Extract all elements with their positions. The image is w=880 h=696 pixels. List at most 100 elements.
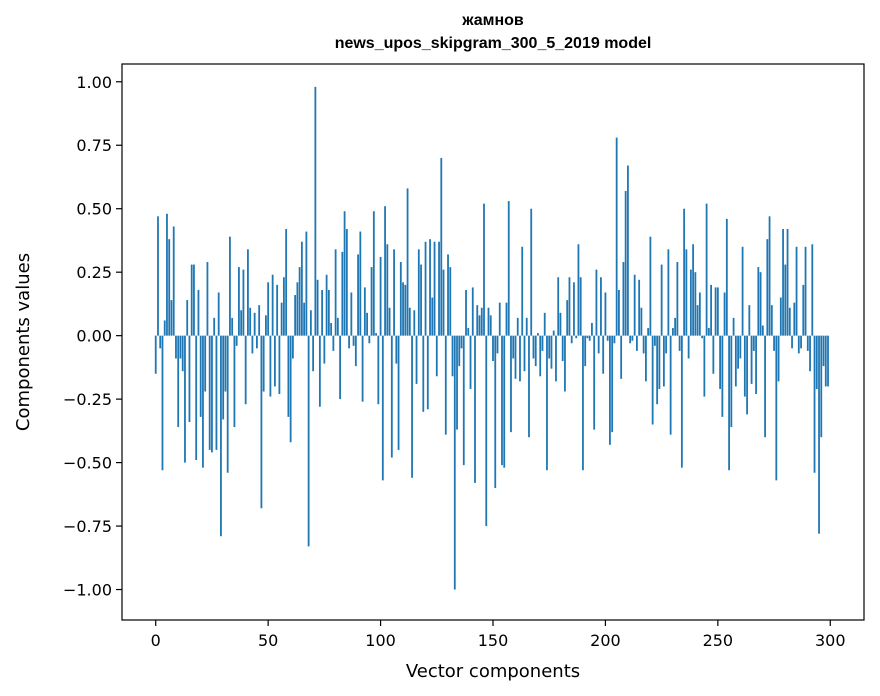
bar	[444, 335, 447, 435]
bar	[471, 287, 474, 336]
bar	[402, 282, 404, 336]
bar	[226, 335, 229, 473]
bar	[442, 269, 445, 336]
bar	[793, 302, 796, 336]
bar	[157, 216, 159, 336]
bar	[388, 307, 391, 336]
bar	[280, 302, 283, 336]
bar	[199, 335, 202, 417]
y-tick-label: 0.75	[76, 136, 112, 155]
bar	[804, 246, 807, 336]
bar	[316, 279, 319, 336]
bar	[800, 335, 802, 349]
bar	[638, 279, 641, 336]
bar	[327, 289, 330, 336]
bar	[539, 335, 542, 377]
bar	[631, 335, 634, 341]
y-tick-label: 0.25	[76, 263, 112, 282]
bar	[433, 241, 436, 336]
bar	[300, 241, 303, 336]
bar	[381, 335, 384, 481]
bar	[278, 335, 281, 395]
bar	[777, 335, 780, 382]
bar	[166, 213, 168, 336]
bar	[363, 287, 366, 336]
bar	[489, 315, 492, 336]
bar	[548, 335, 551, 359]
bar	[658, 335, 661, 389]
bar	[824, 335, 827, 387]
y-tick-label: 0.00	[76, 327, 112, 346]
bar	[267, 282, 270, 336]
bar	[671, 328, 674, 336]
bar	[696, 305, 699, 336]
bar	[667, 249, 670, 336]
bar	[597, 335, 600, 354]
bar	[523, 335, 526, 372]
bar	[336, 317, 339, 336]
bar	[274, 335, 276, 387]
bar	[305, 231, 308, 336]
bar	[588, 335, 591, 341]
bar	[483, 203, 485, 336]
bar	[503, 335, 506, 468]
bar	[282, 277, 285, 336]
bar	[496, 335, 499, 354]
bar	[791, 335, 793, 349]
bar	[611, 335, 614, 433]
bar	[211, 335, 213, 453]
bar	[440, 157, 443, 336]
bar	[417, 249, 420, 336]
bar	[424, 241, 427, 336]
bar	[265, 315, 267, 336]
bar	[609, 335, 611, 445]
bar	[298, 267, 301, 336]
bar	[779, 297, 782, 336]
bar	[786, 229, 789, 336]
bar	[294, 295, 297, 336]
bar	[397, 335, 400, 450]
bar	[460, 335, 463, 349]
bar	[820, 335, 823, 438]
bar	[577, 244, 580, 336]
bar	[309, 310, 312, 336]
bar	[728, 335, 730, 471]
bar	[154, 335, 157, 374]
bar	[656, 335, 659, 405]
bar	[175, 335, 177, 359]
bar	[462, 335, 465, 466]
bar	[647, 328, 650, 336]
bar	[350, 292, 353, 336]
bar	[318, 335, 321, 407]
bar	[393, 249, 395, 336]
bar	[375, 333, 377, 336]
bar	[271, 274, 274, 336]
bar	[480, 307, 483, 336]
bar	[645, 335, 647, 382]
bar	[707, 328, 710, 336]
bar	[190, 264, 193, 336]
y-tick-label: 0.50	[76, 200, 112, 219]
bar	[519, 335, 521, 382]
bar	[377, 335, 380, 405]
bar	[260, 335, 263, 509]
bar	[737, 335, 739, 369]
bar	[602, 335, 605, 374]
bar	[494, 335, 497, 488]
bar	[636, 335, 638, 351]
bar	[361, 335, 364, 402]
bar	[186, 300, 189, 336]
bar	[372, 211, 375, 336]
bar	[662, 335, 665, 387]
bar	[321, 289, 324, 336]
bar	[222, 335, 225, 420]
bar	[206, 262, 209, 336]
bar	[514, 335, 517, 379]
bar	[235, 335, 238, 346]
bar	[703, 335, 706, 397]
bar	[215, 335, 218, 450]
bar	[501, 335, 503, 466]
bar	[521, 246, 524, 336]
bar	[197, 289, 200, 336]
